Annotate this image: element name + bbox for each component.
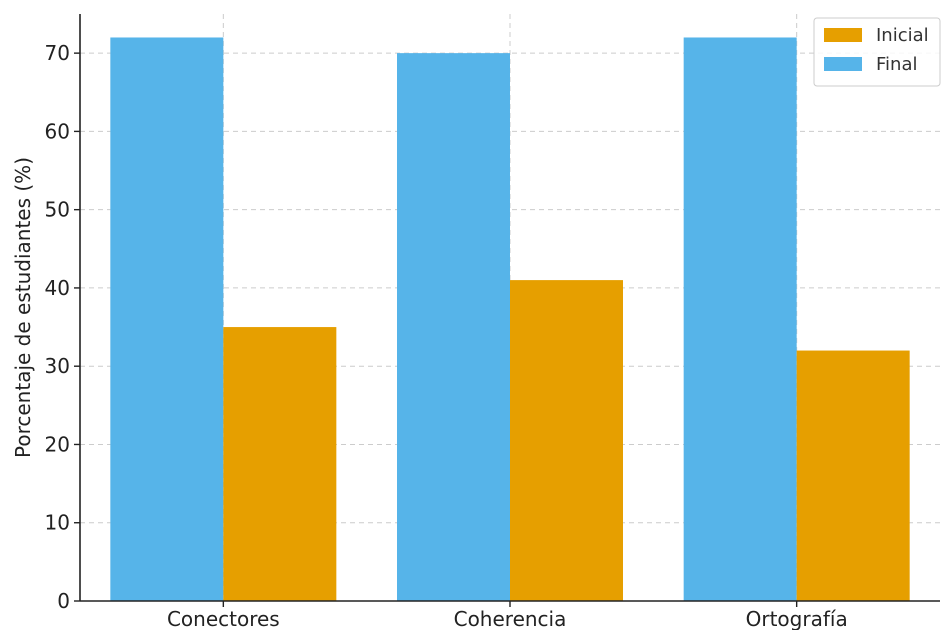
y-tick-label: 0	[57, 589, 70, 613]
bar-inicial-conectores	[223, 327, 337, 601]
x-tick-label: Ortografía	[746, 607, 848, 630]
bar-final-coherencia	[397, 53, 510, 601]
bar-inicial-coherencia	[510, 280, 623, 601]
y-axis-label: Porcentaje de estudiantes (%)	[11, 157, 35, 458]
legend-label-final: Final	[876, 54, 917, 75]
bar-final-conectores	[110, 37, 224, 602]
y-tick-label: 10	[45, 511, 70, 535]
legend-swatch-inicial	[824, 28, 862, 42]
bar-inicial-ortografia	[796, 350, 910, 601]
x-tick-label: Coherencia	[454, 607, 567, 630]
y-tick-label: 40	[45, 276, 70, 300]
y-tick-label: 70	[45, 41, 70, 65]
legend-swatch-final	[824, 57, 862, 71]
y-tick-label: 30	[45, 354, 70, 378]
y-tick-label: 20	[45, 432, 70, 456]
legend-label-inicial: Inicial	[876, 25, 929, 46]
y-tick-label: 60	[45, 119, 70, 143]
bars	[110, 37, 910, 602]
axes: 0 10 20 30 40 50 60 70 Conectores Coherencia Ortog…	[45, 14, 940, 630]
bar-final-ortografia	[683, 37, 797, 602]
y-tick-label: 50	[45, 198, 70, 222]
legend: Inicial Final	[813, 17, 941, 87]
x-tick-label: Conectores	[167, 607, 280, 630]
